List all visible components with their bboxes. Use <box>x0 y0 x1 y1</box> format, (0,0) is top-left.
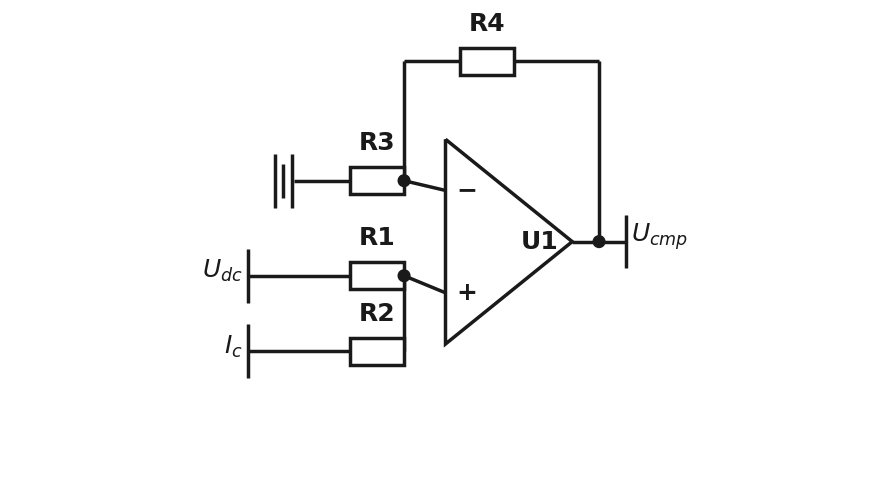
Text: R3: R3 <box>359 131 396 155</box>
Text: −: − <box>456 178 478 203</box>
Circle shape <box>593 236 605 247</box>
Text: U1: U1 <box>520 230 559 253</box>
Text: R1: R1 <box>359 226 396 250</box>
Text: R2: R2 <box>359 302 396 326</box>
Circle shape <box>398 270 410 282</box>
Text: $U_{dc}$: $U_{dc}$ <box>202 258 243 284</box>
Text: $U_{cmp}$: $U_{cmp}$ <box>631 221 688 252</box>
Circle shape <box>398 175 410 186</box>
Text: R4: R4 <box>469 12 505 35</box>
Bar <box>350 167 404 194</box>
Bar <box>350 338 404 365</box>
Bar <box>350 262 404 289</box>
Bar <box>460 48 514 74</box>
Text: +: + <box>456 281 477 305</box>
Text: $I_c$: $I_c$ <box>225 333 243 359</box>
